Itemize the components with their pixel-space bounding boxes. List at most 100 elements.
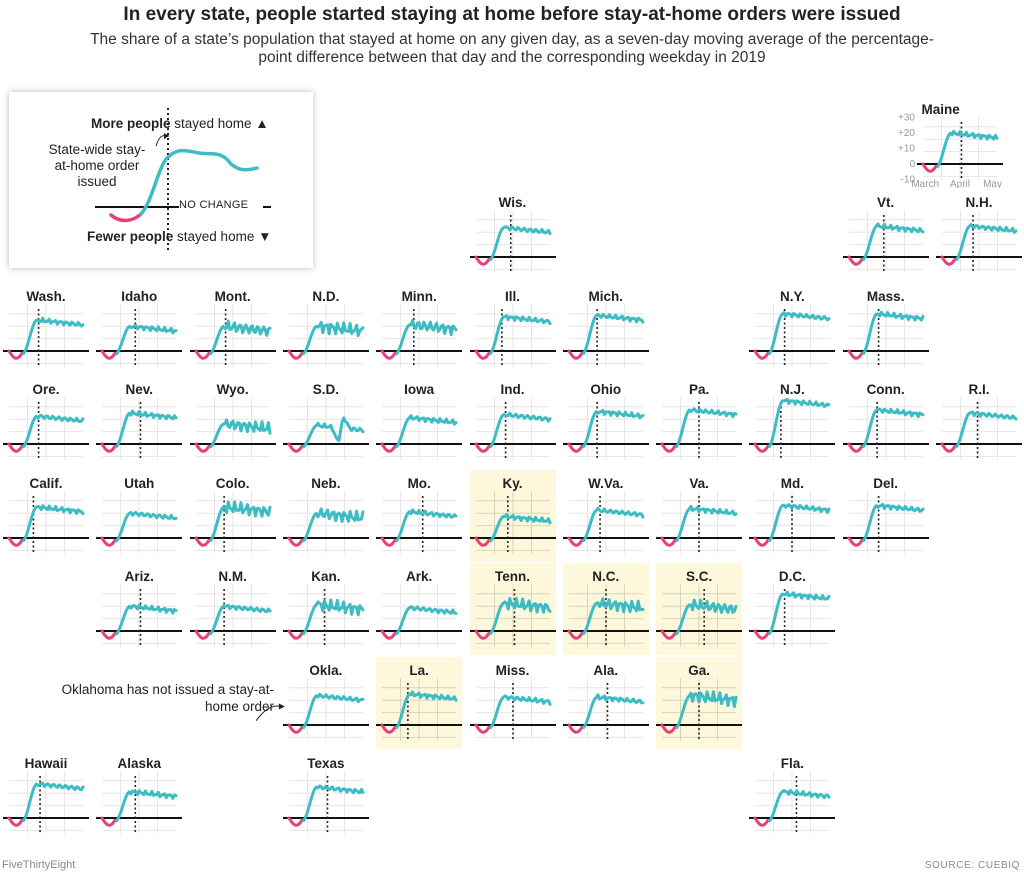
state-label: S.C. xyxy=(685,569,713,584)
state-label: Mont. xyxy=(214,288,251,304)
state-tile: N.Y. xyxy=(749,283,836,375)
series-line-after xyxy=(955,410,1018,449)
state-tile: Mont. xyxy=(189,283,276,375)
series-line-after xyxy=(581,408,645,449)
state-tile: Wyo. xyxy=(189,376,276,468)
state-label: W.Va. xyxy=(588,475,624,491)
state-tile: Ark. xyxy=(376,563,463,655)
series-line-after xyxy=(115,323,178,355)
chart-title: In every state, people started staying a… xyxy=(123,4,901,25)
state-label: Ga. xyxy=(688,662,710,678)
state-tile: N.J. xyxy=(749,376,836,468)
series-line-before xyxy=(567,536,585,547)
state-label: Minn. xyxy=(401,288,437,304)
series-line-after xyxy=(861,310,925,355)
state-sparkline xyxy=(96,771,183,834)
y-tick-label: 0 xyxy=(909,159,915,170)
state-label: Ind. xyxy=(500,382,525,397)
series-line-after xyxy=(675,407,738,448)
series-line-before xyxy=(660,723,679,734)
series-line-before xyxy=(380,629,399,640)
state-tile: Iowa xyxy=(376,376,463,468)
state-tile: N.H. xyxy=(936,189,1022,281)
state-sparkline xyxy=(376,678,463,741)
series-line-before xyxy=(287,349,305,360)
state-sparkline xyxy=(656,397,743,460)
state-tile: Fla. xyxy=(749,750,836,842)
state-tile: Tenn. xyxy=(469,563,556,655)
legend-fewer-label: Fewer people stayed home ▼ xyxy=(87,229,272,244)
state-tile: Calif. xyxy=(3,470,89,562)
state-tile: Idaho xyxy=(96,283,183,375)
legend-order-label: State-wide stay-at-home order issued xyxy=(48,142,146,189)
state-sparkline xyxy=(749,491,836,554)
series-line-after xyxy=(488,225,551,262)
state-sparkline xyxy=(469,397,556,460)
up-arrow-icon: ▲ xyxy=(255,116,269,131)
y-tick-label: -10 xyxy=(900,174,915,185)
state-sparkline xyxy=(842,397,929,460)
state-tile: Ky. xyxy=(469,469,556,562)
state-sparkline xyxy=(842,210,929,273)
state-sparkline xyxy=(96,584,183,647)
state-sparkline xyxy=(749,584,836,647)
state-label: Ky. xyxy=(502,475,523,491)
series-line-after xyxy=(301,416,365,449)
series-line-before xyxy=(7,349,25,360)
series-line-after xyxy=(581,312,645,355)
series-line-before xyxy=(474,723,492,734)
series-line-after xyxy=(115,604,178,636)
series-line-before xyxy=(660,536,679,547)
series-line-after xyxy=(301,692,365,729)
series-line-before xyxy=(100,536,119,547)
series-line-before xyxy=(567,442,585,453)
series-line-after xyxy=(935,129,999,168)
state-sparkline xyxy=(469,210,556,273)
state-sparkline xyxy=(189,491,276,554)
series-line-after xyxy=(301,598,365,636)
series-line-before xyxy=(567,723,585,734)
state-sparkline xyxy=(656,678,743,741)
series-line-after xyxy=(768,502,831,542)
state-tile: Colo. xyxy=(189,470,276,562)
state-sparkline xyxy=(96,304,183,367)
state-label: Texas xyxy=(307,756,345,771)
state-tile: Alaska xyxy=(96,750,183,842)
state-sparkline xyxy=(3,397,89,460)
state-tile: Neb. xyxy=(282,470,369,562)
series-line-before xyxy=(287,816,305,827)
series-line-after xyxy=(861,502,925,542)
state-sparkline xyxy=(469,304,556,367)
source-footer: SOURCE: CUEBIQ xyxy=(924,860,1020,871)
state-label: N.J. xyxy=(780,382,805,397)
state-sparkline xyxy=(282,397,369,460)
series-line-before xyxy=(753,629,772,640)
state-label: Kan. xyxy=(311,569,341,584)
state-sparkline xyxy=(189,584,276,647)
state-tile: Mich. xyxy=(562,283,649,375)
state-label: Utah xyxy=(124,475,155,491)
state-sparkline xyxy=(3,771,89,834)
state-sparkline xyxy=(469,678,556,741)
series-line-after xyxy=(395,689,458,729)
state-sparkline xyxy=(282,678,369,740)
series-line-before xyxy=(380,442,399,453)
state-sparkline xyxy=(562,397,649,460)
series-line-after xyxy=(581,506,645,542)
series-line-after xyxy=(955,223,1018,262)
state-label: Mich. xyxy=(588,288,624,304)
series-line-before xyxy=(940,442,958,453)
series-line-after xyxy=(395,605,458,636)
state-tile: Minn. xyxy=(376,283,463,375)
state-label: Ariz. xyxy=(124,569,154,584)
state-tile: Ind. xyxy=(469,376,556,468)
state-sparkline xyxy=(749,771,836,834)
series-line-before xyxy=(474,442,492,453)
series-line-after xyxy=(208,418,272,449)
state-label: N.Y. xyxy=(780,288,805,304)
series-line-before xyxy=(194,349,212,360)
state-label: N.D. xyxy=(312,288,340,304)
state-label: N.C. xyxy=(592,569,620,584)
